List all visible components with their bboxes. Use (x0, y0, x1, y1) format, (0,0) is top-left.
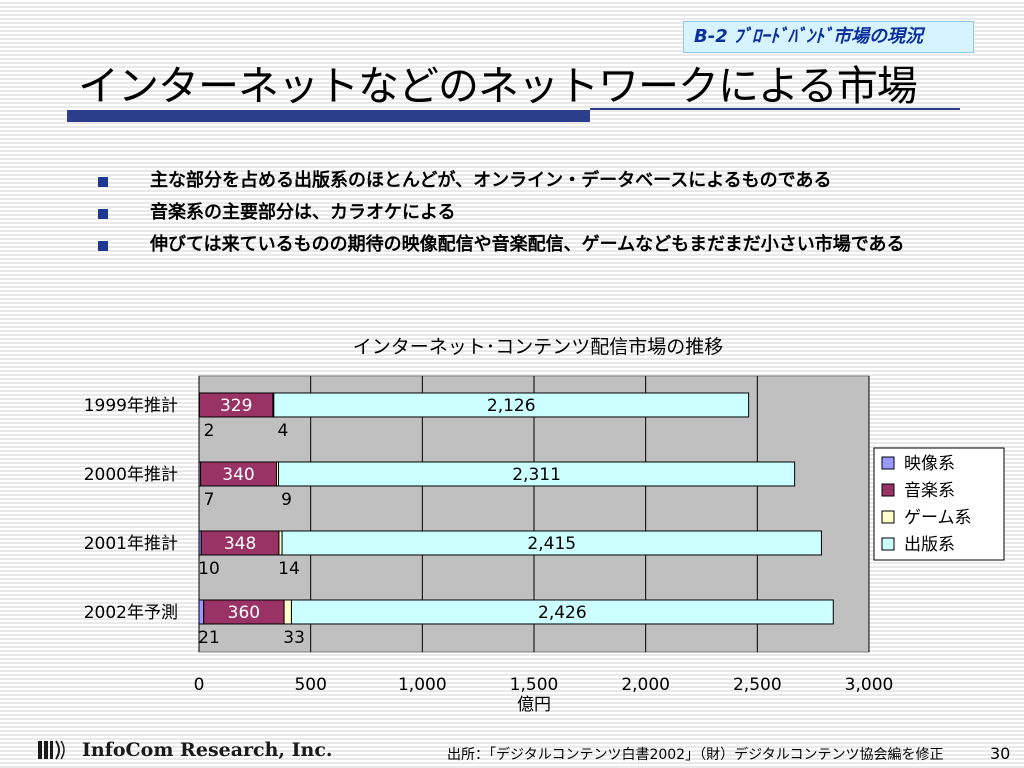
bullet-text: 主な部分を占める出版系のほとんどが、オンライン・データベースによるものである (150, 170, 832, 191)
legend-swatch (881, 537, 895, 551)
data-label: 2,415 (527, 534, 576, 554)
x-tick-label: 2,000 (621, 675, 670, 695)
data-label: 2,311 (512, 465, 561, 485)
bar-segment (203, 599, 285, 625)
legend-swatch (881, 510, 895, 524)
data-label: 360 (228, 603, 260, 623)
data-label: 2,126 (487, 396, 536, 416)
data-label: 340 (222, 465, 254, 485)
bar-segment (283, 599, 292, 625)
x-tick-label: 0 (194, 675, 205, 695)
x-tick-label: 2,500 (733, 675, 782, 695)
bar-segment (290, 599, 834, 625)
bar-segment (281, 530, 822, 556)
x-tick-label: 500 (294, 675, 326, 695)
bar-segment (198, 599, 205, 625)
data-label: 329 (220, 396, 252, 416)
legend-box (873, 447, 1005, 561)
data-label: 7 (204, 490, 215, 510)
data-label: 10 (198, 559, 220, 579)
page-number: 30 (990, 744, 1011, 763)
bar-segment (200, 461, 277, 487)
legend-swatch (881, 483, 895, 497)
x-tick-label: 1,000 (398, 675, 447, 695)
stacked-bar-chart: 0 500 1,000 1,500 2,000 2,500 3,000億円1999年推計23… (84, 375, 1005, 715)
title-underline-thick (67, 110, 590, 122)
data-label: 14 (278, 559, 300, 579)
bar-segment (278, 461, 796, 487)
data-label: 9 (281, 490, 292, 510)
square-bullet-icon (98, 241, 108, 251)
company-name: InfoCom Research, Inc. (82, 739, 333, 761)
chart-title: インターネット･コンテンツ配信市場の推移 (352, 336, 724, 358)
data-label: 4 (278, 421, 289, 441)
legend-label: 音楽系 (904, 481, 955, 501)
bar-segment (200, 530, 280, 556)
bullet-text: 音楽系の主要部分は、カラオケによる (150, 202, 456, 223)
category-label: 2002年予測 (84, 603, 178, 623)
data-label: 2,426 (538, 603, 587, 623)
data-label: 21 (198, 628, 220, 648)
bullet-list: 主な部分を占める出版系のほとんどが、オンライン・データベースによるものである 音… (92, 166, 992, 262)
x-tick-label: 3,000 (845, 675, 894, 695)
x-axis-label: 億円 (517, 695, 551, 715)
category-label: 2000年推計 (84, 465, 178, 485)
x-tick-label: 1,500 (510, 675, 559, 695)
title-underline-thin (590, 108, 960, 110)
legend-swatch (881, 456, 895, 470)
data-label: 348 (224, 534, 256, 554)
square-bullet-icon (98, 177, 108, 187)
legend-label: 出版系 (904, 535, 955, 555)
legend-label: ゲーム系 (904, 508, 972, 528)
data-label: 2 (204, 421, 215, 441)
bullet-text: 伸びては来ているものの期待の映像配信や音楽配信、ゲームなどもまだまだ小さい市場で… (150, 234, 905, 255)
source-note: 出所：「デジタルコンテンツ白書2002」（財）デジタルコンテンツ協会編を修正 (447, 747, 944, 763)
bar-segment (273, 392, 750, 418)
slide-title: インターネットなどのネットワークによる市場 (78, 62, 918, 110)
legend-label: 映像系 (904, 454, 955, 474)
section-tag: B-2 ﾌﾞﾛｰﾄﾞﾊﾞﾝﾄﾞ市場の現況 (683, 21, 974, 53)
data-label: 33 (283, 628, 305, 648)
category-label: 1999年推計 (84, 396, 178, 416)
bullet-item: 主な部分を占める出版系のほとんどが、オンライン・データベースによるものである (92, 166, 992, 196)
company-logo: InfoCom Research, Inc. (38, 739, 333, 761)
category-label: 2001年推計 (84, 534, 178, 554)
infocom-logo-icon (38, 740, 65, 760)
square-bullet-icon (98, 209, 108, 219)
bullet-item: 音楽系の主要部分は、カラオケによる (92, 198, 992, 228)
bullet-item: 伸びては来ているものの期待の映像配信や音楽配信、ゲームなどもまだまだ小さい市場で… (92, 230, 992, 260)
